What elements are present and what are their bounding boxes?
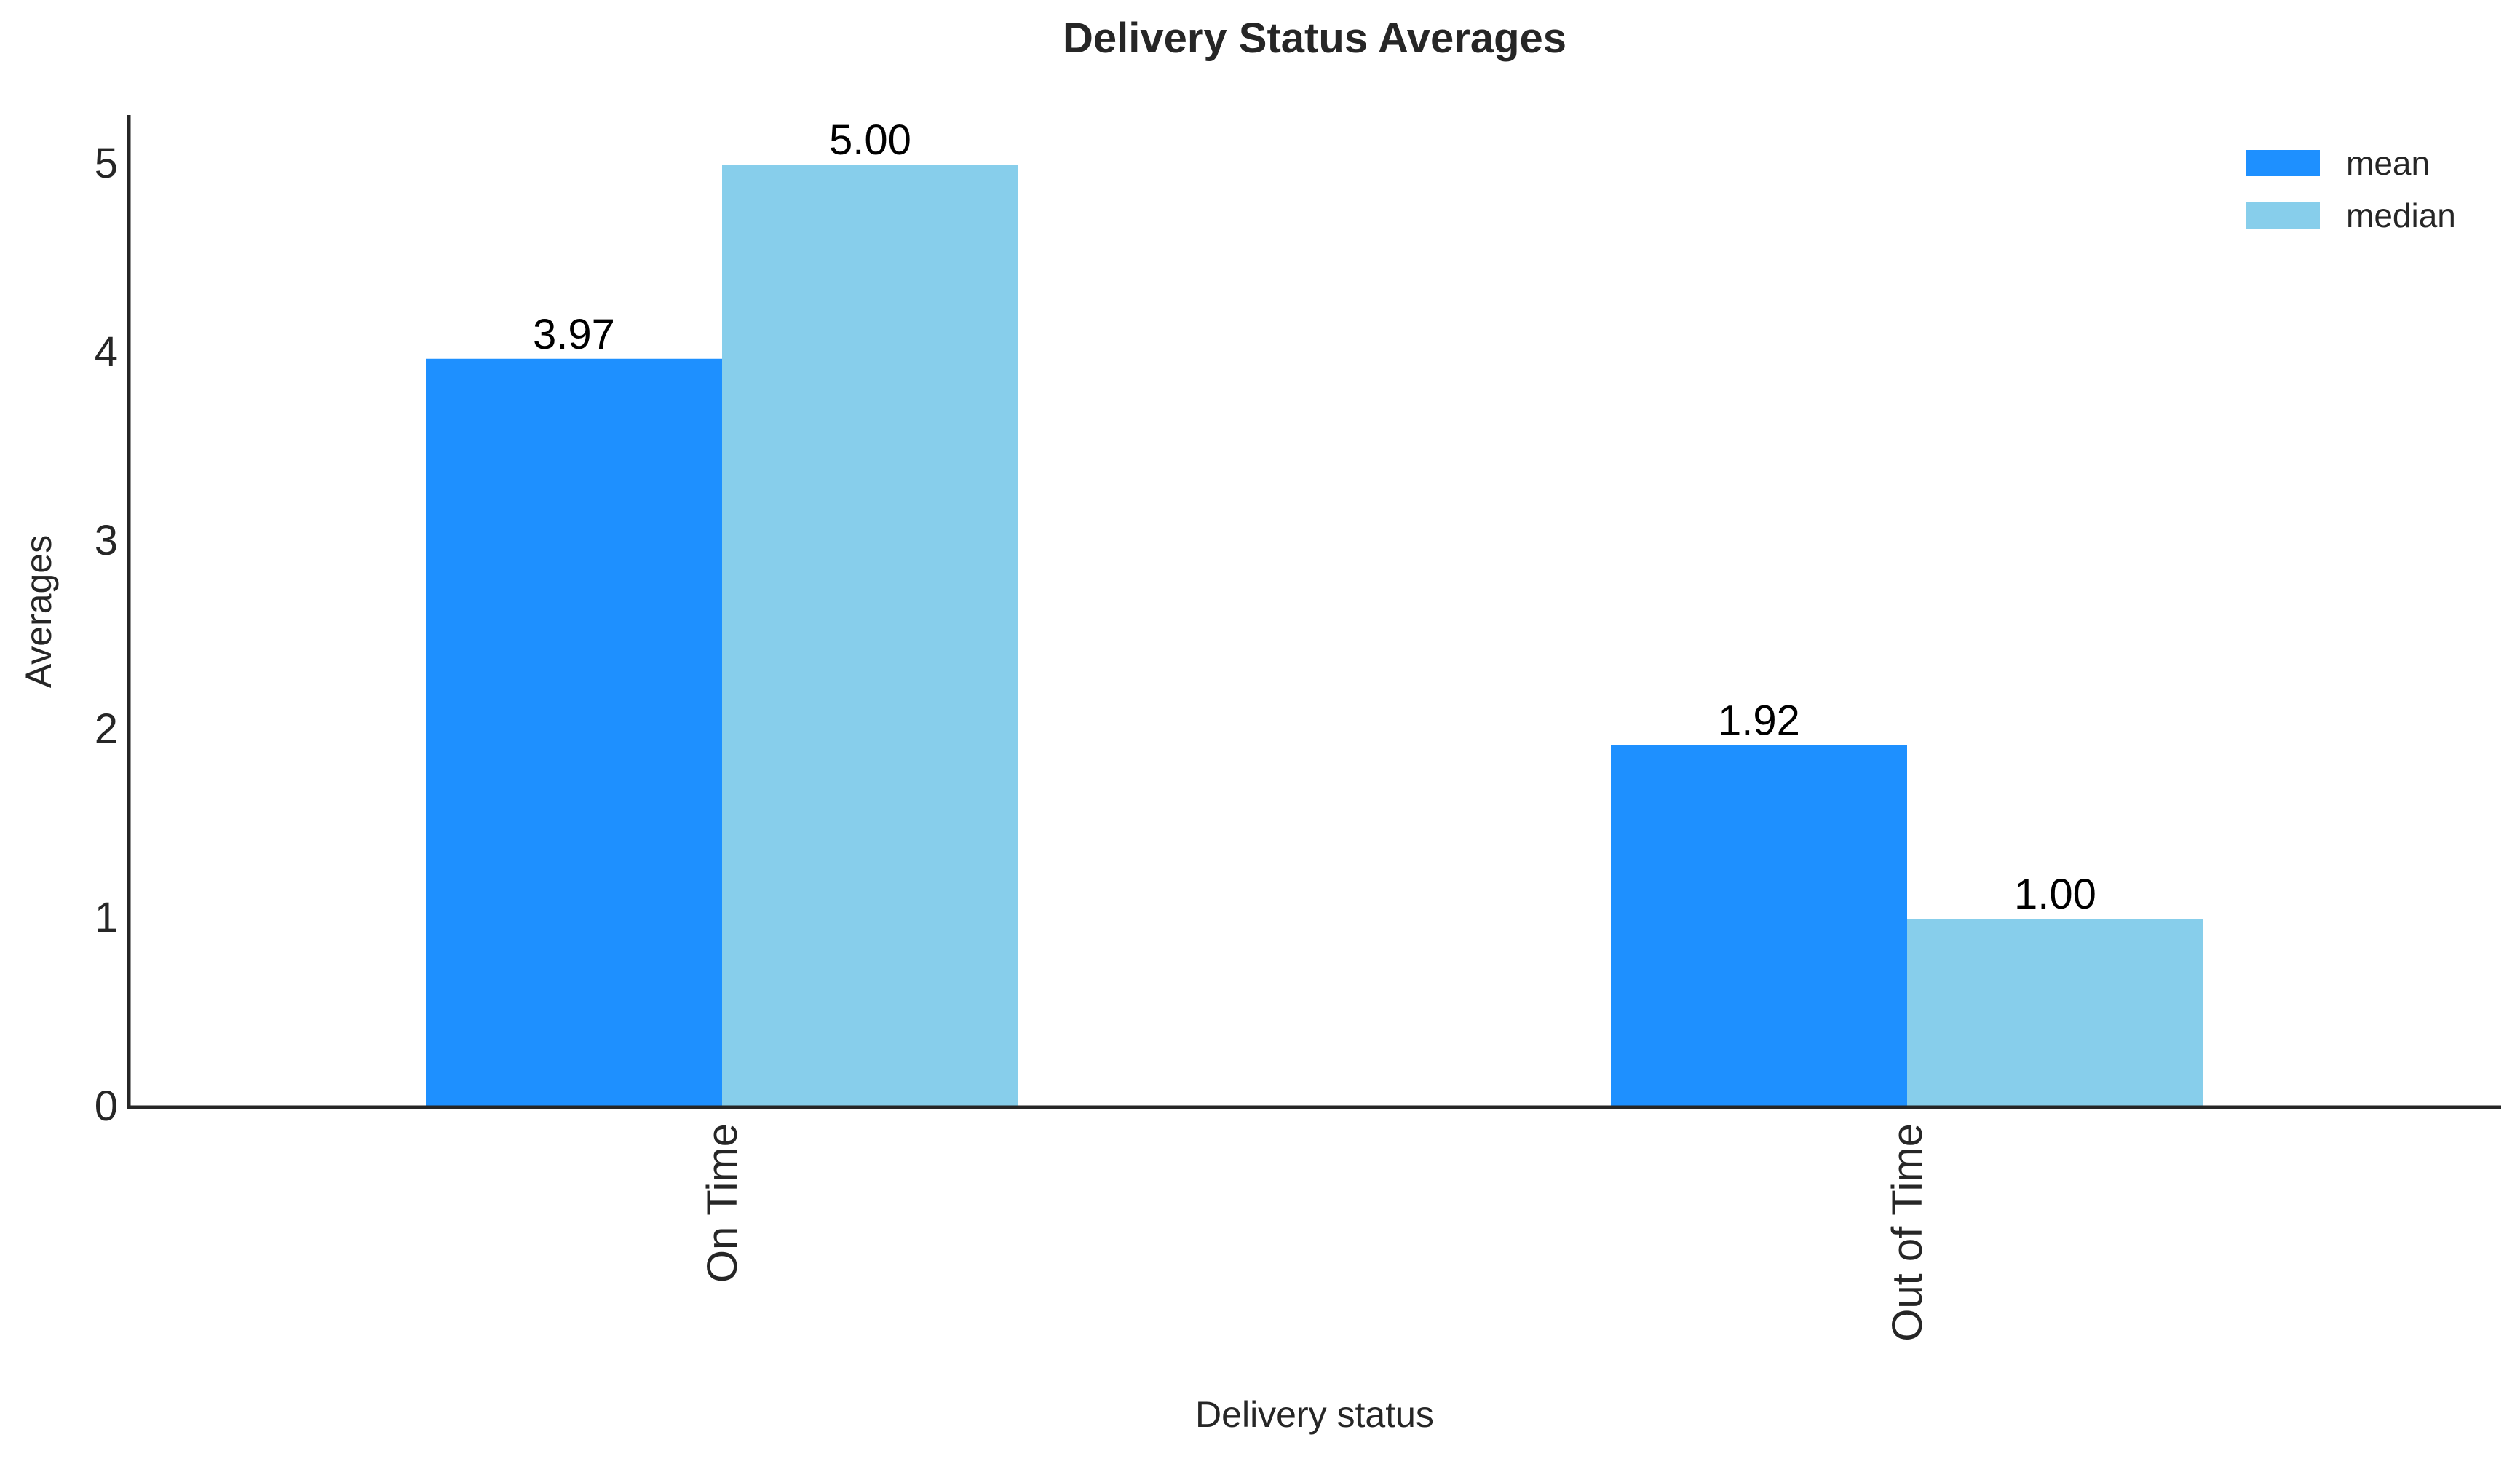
bar-value-label: 1.92	[1718, 697, 1800, 745]
y-tick-label: 1	[95, 894, 118, 941]
y-tick-labels: 0 1 2 3 4 5	[95, 140, 118, 1130]
x-tick-label: On Time	[699, 1123, 746, 1283]
bar-mean-0	[426, 358, 722, 1107]
bars	[426, 165, 2203, 1107]
x-tick-labels: On Time Out of Time	[699, 1123, 1931, 1342]
y-tick-label: 2	[95, 705, 118, 753]
legend-label: median	[2346, 197, 2456, 234]
legend-swatch-median	[2246, 202, 2320, 229]
bar-median-0	[722, 165, 1018, 1107]
bar-value-label: 3.97	[533, 311, 615, 358]
x-axis-label: Delivery status	[1195, 1394, 1434, 1435]
y-tick-label: 5	[95, 140, 118, 187]
bar-mean-1	[1611, 745, 1907, 1107]
x-tick-label: Out of Time	[1884, 1123, 1931, 1342]
bar-value-label: 1.00	[2014, 871, 2096, 918]
bar-median-1	[1907, 919, 2203, 1107]
bar-value-labels: 3.97 5.00 1.92 1.00	[533, 116, 2096, 918]
y-axis-label: Averages	[18, 535, 59, 688]
legend-label: mean	[2346, 144, 2430, 182]
y-tick-label: 4	[95, 328, 118, 376]
y-tick-label: 3	[95, 517, 118, 564]
legend-swatch-mean	[2246, 150, 2320, 176]
y-tick-label: 0	[95, 1083, 118, 1130]
bar-value-label: 5.00	[829, 116, 911, 164]
legend: mean median	[2246, 144, 2456, 234]
chart-title: Delivery Status Averages	[1063, 15, 1566, 62]
